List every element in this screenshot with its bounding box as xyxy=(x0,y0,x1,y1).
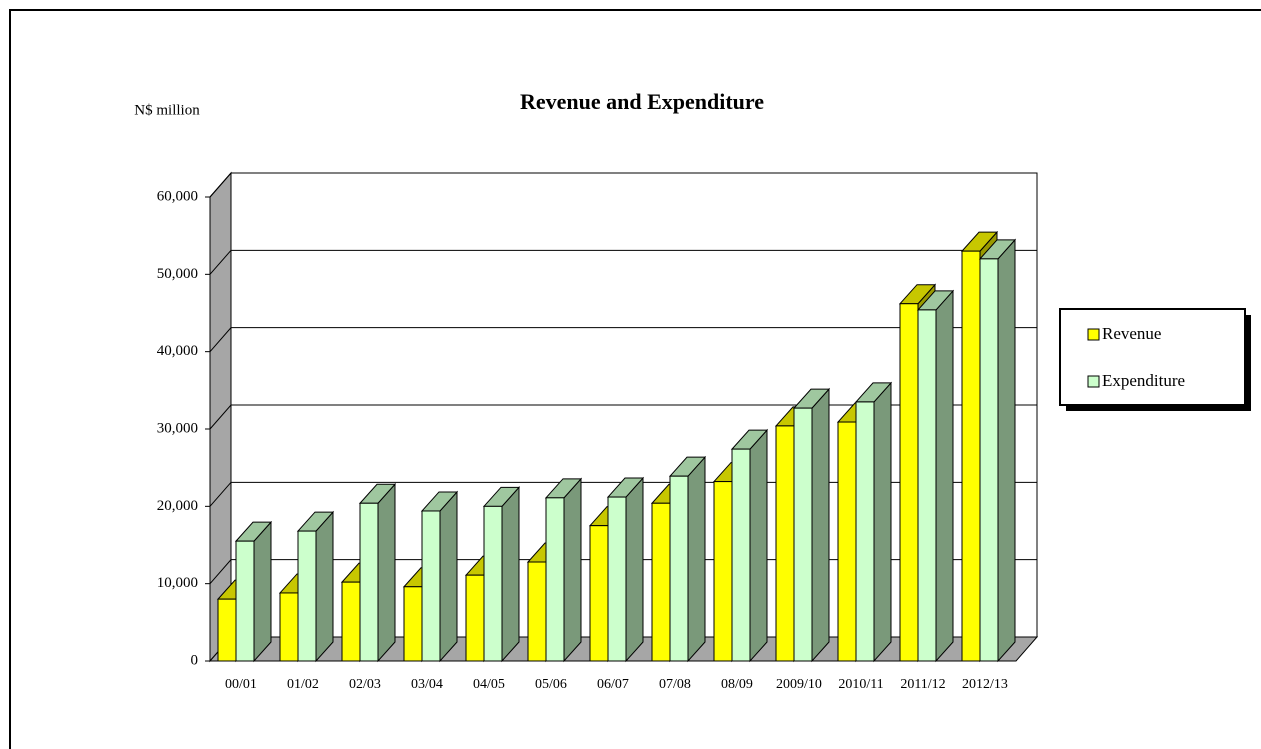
y-tick-label: 10,000 xyxy=(157,575,198,591)
y-tick-label: 40,000 xyxy=(157,343,198,359)
y-tick-label: 60,000 xyxy=(157,188,198,204)
bar xyxy=(465,574,485,662)
bar xyxy=(421,510,441,662)
bar-side xyxy=(811,387,830,663)
bar xyxy=(607,496,627,662)
x-tick-label: 06/07 xyxy=(597,677,629,692)
x-tick-label: 2012/13 xyxy=(962,677,1008,692)
x-tick-label: 00/01 xyxy=(225,677,257,692)
x-tick-label: 07/08 xyxy=(659,677,691,692)
bar-side xyxy=(377,482,396,663)
bar xyxy=(979,258,999,662)
bar-side xyxy=(253,520,272,663)
legend-label: Expenditure xyxy=(1102,371,1185,390)
bar xyxy=(483,505,503,662)
bar-side xyxy=(997,238,1016,663)
bar xyxy=(235,540,255,662)
bar xyxy=(359,502,379,662)
bar xyxy=(651,502,671,662)
bar xyxy=(403,586,423,662)
x-tick-label: 05/06 xyxy=(535,677,567,692)
x-tick-label: 2009/10 xyxy=(776,677,822,692)
bar xyxy=(669,475,689,662)
bar xyxy=(899,303,919,662)
bar xyxy=(837,421,857,662)
legend-swatch xyxy=(1087,375,1100,388)
bar-side xyxy=(749,428,768,663)
bar-side xyxy=(563,477,582,663)
bar-side xyxy=(315,510,334,663)
y-axis-label: N$ million xyxy=(134,102,200,118)
grid-line xyxy=(209,172,1037,198)
bar xyxy=(793,407,813,662)
bar-side xyxy=(439,490,458,663)
x-tick-label: 04/05 xyxy=(473,677,505,692)
bar xyxy=(527,561,547,662)
bar-side xyxy=(625,476,644,663)
grid-line xyxy=(209,327,1037,352)
legend-box xyxy=(1059,308,1246,406)
x-tick-label: 2011/12 xyxy=(900,677,945,692)
bar xyxy=(731,448,751,662)
frame xyxy=(9,9,1261,749)
bar-side xyxy=(873,381,892,663)
bar xyxy=(279,592,299,662)
bar xyxy=(297,530,317,662)
bar xyxy=(961,250,981,662)
grid-line xyxy=(209,404,1037,430)
y-tick-label: 0 xyxy=(191,652,199,668)
x-tick-label: 03/04 xyxy=(411,677,443,692)
bar xyxy=(917,309,937,662)
bar-side xyxy=(501,486,520,663)
bar xyxy=(589,525,609,662)
legend-swatch xyxy=(1087,328,1100,341)
bar xyxy=(217,598,237,662)
grid-line xyxy=(209,481,1037,507)
legend-label: Revenue xyxy=(1102,324,1161,343)
bar xyxy=(713,481,733,662)
x-tick-label: 01/02 xyxy=(287,677,319,692)
x-tick-label: 02/03 xyxy=(349,677,381,692)
bar xyxy=(855,401,875,662)
chart-title: Revenue and Expenditure xyxy=(520,89,764,114)
grid-line xyxy=(209,559,1037,584)
bar-side xyxy=(687,455,706,663)
bar xyxy=(545,497,565,662)
grid-line xyxy=(209,249,1037,275)
y-tick-label: 20,000 xyxy=(157,498,198,514)
bar xyxy=(341,581,361,662)
y-tick-label: 50,000 xyxy=(157,266,198,282)
bar-side xyxy=(935,289,954,663)
x-tick-label: 08/09 xyxy=(721,677,753,692)
x-tick-label: 2010/11 xyxy=(838,677,883,692)
bar xyxy=(775,425,795,662)
y-tick-label: 30,000 xyxy=(157,420,198,436)
